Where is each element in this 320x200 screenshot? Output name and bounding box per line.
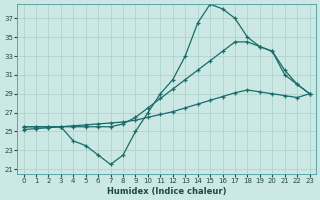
X-axis label: Humidex (Indice chaleur): Humidex (Indice chaleur) [107,187,226,196]
